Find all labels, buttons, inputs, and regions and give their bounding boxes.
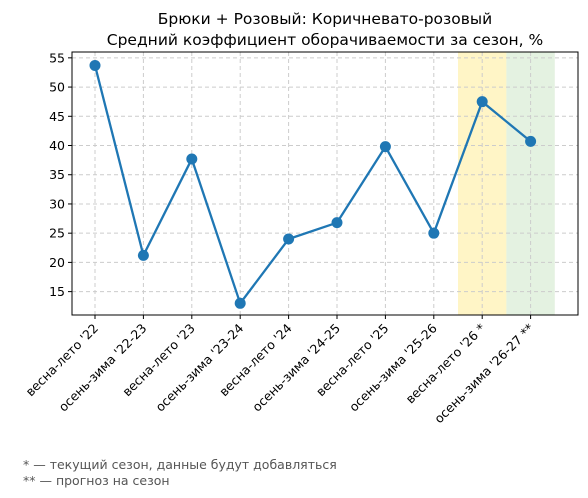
data-point (186, 153, 198, 165)
data-point (89, 59, 101, 71)
data-point (428, 227, 440, 239)
x-tick-label: осень-зима '25-26 (346, 320, 440, 414)
footnote-forecast: ** — прогноз на сезон (23, 473, 170, 488)
highlight-forecast-season (506, 52, 555, 315)
y-tick-label: 50 (49, 80, 65, 95)
y-tick-label: 25 (49, 226, 65, 241)
y-tick-label: 40 (49, 138, 65, 153)
data-point (283, 233, 295, 245)
data-point (476, 96, 488, 108)
x-tick-label: осень-зима '22-23 (56, 321, 150, 415)
plot-frame (71, 51, 579, 316)
series-line (93, 65, 532, 305)
y-tick-label: 55 (49, 50, 65, 65)
highlight-current-season (458, 52, 507, 315)
data-point (525, 135, 537, 147)
y-tick-label: 15 (49, 284, 65, 299)
data-point (331, 217, 343, 229)
y-tick-label: 35 (49, 167, 65, 182)
data-point (234, 297, 246, 309)
data-point (137, 249, 149, 261)
footnote-current-season: * — текущий сезон, данные будут добавлят… (23, 457, 337, 472)
chart-title-line2: Средний коэффициент оборачиваемости за с… (107, 31, 543, 49)
x-tick-label: осень-зима '23-24 (152, 320, 246, 414)
y-tick-label: 30 (49, 196, 65, 211)
x-tick-label: осень-зима '24-25 (249, 321, 343, 415)
x-tick-label: осень-зима '26-27 ** (431, 321, 537, 427)
y-tick-label: 20 (49, 255, 65, 270)
data-point (379, 141, 391, 153)
chart-title-line1: Брюки + Розовый: Коричневато-розовый (158, 10, 492, 28)
y-tick-label: 45 (49, 109, 65, 124)
